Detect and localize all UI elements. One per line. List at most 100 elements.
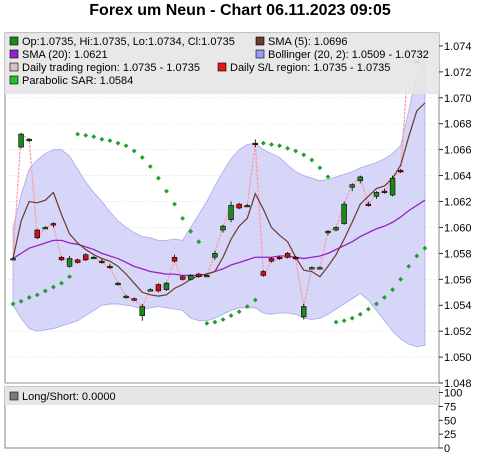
legend-swatch-sma20 [9, 49, 19, 59]
legend-label-sma5: SMA (5): 1.0696 [268, 36, 348, 48]
legend-label-daily-sl: Daily S/L region: 1.0735 - 1.0735 [230, 62, 390, 74]
sar-dot [67, 274, 72, 280]
candle-body [301, 306, 307, 318]
candle-body [276, 256, 283, 260]
y-tick-label: 1.068 [444, 119, 472, 131]
candle-body [236, 203, 242, 209]
y-tick-label: 1.060 [444, 222, 472, 234]
sub-y-tick-label: 50 [444, 415, 456, 427]
sar-dot [325, 174, 331, 180]
candle-body [34, 229, 40, 239]
candle-body [309, 267, 315, 270]
legend-label-ohlc: Op:1.0735, Hi:1.0735, Lo:1.0734, Cl:1.07… [22, 36, 235, 48]
sub-y-tick-label: 100 [444, 388, 462, 400]
sar-dot [147, 164, 153, 169]
legend-label-sma20: SMA (20): 1.0621 [22, 49, 108, 61]
candle-body [333, 227, 339, 231]
candle-body [171, 256, 178, 262]
candle-body [26, 138, 32, 142]
legend-swatch-ohlc [9, 36, 19, 46]
sar-dot [309, 157, 315, 163]
legend: Op:1.0735, Hi:1.0735, Lo:1.0734, Cl:1.07… [9, 36, 429, 87]
candle-body [83, 254, 89, 261]
daily-range-line [12, 50, 426, 308]
sub-y-tick-label: 75 [444, 401, 456, 413]
sar-dot [414, 253, 420, 259]
candle-body [50, 223, 57, 226]
sar-dot [51, 284, 56, 290]
candle-body [123, 295, 129, 298]
candle-body [317, 267, 323, 270]
candle-body [260, 271, 267, 276]
sar-dot [365, 306, 371, 312]
candle-body [228, 205, 234, 220]
candle-body [18, 133, 24, 148]
sar-dot [220, 317, 226, 322]
main-y-axis: 1.048 1.050 1.052 1.054 1.056 1.058 1.060 1.062… [439, 41, 472, 390]
y-tick-label: 1.064 [444, 171, 472, 183]
legend-swatch-sar [9, 75, 19, 85]
candle-body [252, 142, 259, 145]
y-tick-label: 1.056 [444, 274, 472, 286]
sub-legend-swatch [9, 391, 19, 401]
y-tick-label: 1.054 [444, 300, 472, 312]
sar-dot [260, 140, 266, 146]
legend-swatch-bollinger [255, 49, 265, 59]
sar-dot [269, 142, 274, 147]
candle-body [341, 203, 347, 224]
legend-label-bollinger: Bollinger (20, 2): 1.0509 - 1.0732 [268, 49, 429, 61]
y-tick-label: 1.072 [444, 67, 472, 79]
candle-body [107, 266, 113, 269]
chart-title: Forex um Neun - Chart 06.11.2023 09:05 [89, 2, 391, 19]
sar-dot [123, 143, 129, 149]
candle-body [268, 258, 275, 262]
candle-body [42, 227, 49, 230]
candle-body [131, 298, 137, 301]
candle-body [115, 282, 121, 285]
candle-body [365, 203, 372, 206]
legend-swatch-daily-sl [217, 62, 227, 72]
sar-dot [301, 152, 307, 158]
candle-body [204, 275, 210, 278]
indicator-lines [12, 50, 426, 308]
y-tick-label: 1.070 [444, 93, 472, 105]
sar-dot [42, 288, 48, 294]
legend-swatch-daily-range [9, 62, 19, 72]
sar-dot [422, 245, 428, 251]
candle-body [58, 256, 65, 261]
sub-legend-panel [5, 387, 439, 405]
y-tick-label: 1.062 [444, 197, 472, 209]
candle-body [284, 253, 291, 258]
y-tick-label: 1.066 [444, 145, 472, 157]
y-tick-label: 1.048 [444, 378, 472, 390]
sar-dot [374, 301, 379, 307]
candle-body [74, 259, 81, 263]
candle-body [163, 282, 170, 290]
legend-label-daily-range: Daily trading region: 1.0735 - 1.0735 [22, 62, 200, 74]
sar-dot [75, 131, 81, 137]
sar-dot [83, 133, 89, 138]
y-tick-label: 1.058 [444, 248, 472, 260]
sar-dot [357, 311, 363, 317]
candle-body [155, 284, 162, 292]
sar-dot [34, 292, 40, 298]
sar-dot [204, 320, 210, 326]
sar-dot [91, 134, 97, 140]
sma5-line [12, 102, 426, 297]
y-tick-label: 1.074 [444, 41, 472, 53]
sub-legend-label: Long/Short: 0.0000 [22, 391, 116, 403]
candle-body [99, 260, 105, 263]
sar-dot [196, 239, 202, 245]
sar-dot [293, 148, 299, 154]
candle-body [212, 253, 218, 258]
sar-dot [277, 143, 282, 149]
sar-dot [317, 165, 323, 171]
candle-body [66, 258, 73, 267]
candle-body [196, 273, 202, 278]
sub-y-tick-label: 0 [444, 443, 450, 455]
sub-y-tick-label: 25 [444, 429, 456, 441]
candle-body [292, 256, 299, 260]
candle-body [349, 184, 355, 188]
candle-body [220, 225, 226, 231]
